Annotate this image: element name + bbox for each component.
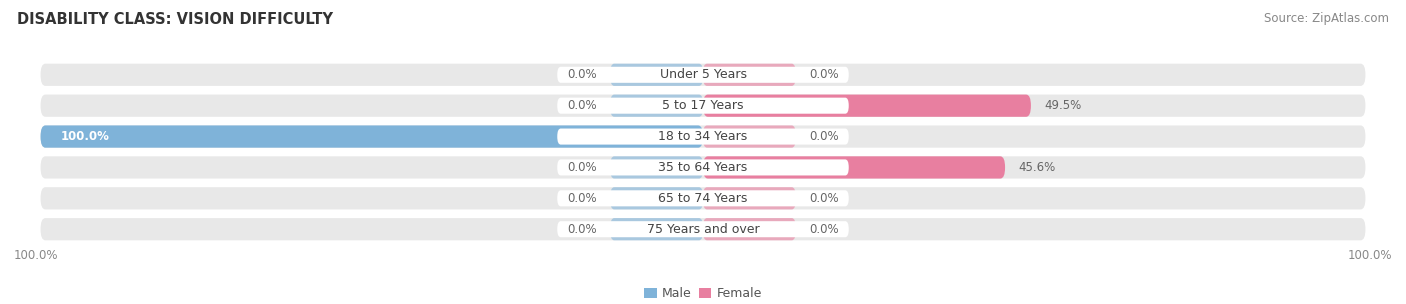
FancyBboxPatch shape xyxy=(610,64,703,86)
FancyBboxPatch shape xyxy=(41,126,703,148)
Text: 0.0%: 0.0% xyxy=(808,130,838,143)
Text: 49.5%: 49.5% xyxy=(1045,99,1081,112)
Text: 0.0%: 0.0% xyxy=(568,192,598,205)
FancyBboxPatch shape xyxy=(557,98,849,114)
FancyBboxPatch shape xyxy=(557,221,849,237)
FancyBboxPatch shape xyxy=(610,218,703,240)
Text: 65 to 74 Years: 65 to 74 Years xyxy=(658,192,748,205)
Text: DISABILITY CLASS: VISION DIFFICULTY: DISABILITY CLASS: VISION DIFFICULTY xyxy=(17,12,333,27)
Text: 0.0%: 0.0% xyxy=(568,99,598,112)
Text: 0.0%: 0.0% xyxy=(808,223,838,236)
Legend: Male, Female: Male, Female xyxy=(640,282,766,304)
FancyBboxPatch shape xyxy=(557,129,849,145)
Text: 0.0%: 0.0% xyxy=(568,223,598,236)
Text: 100.0%: 100.0% xyxy=(14,249,59,262)
FancyBboxPatch shape xyxy=(41,126,1365,148)
FancyBboxPatch shape xyxy=(703,218,796,240)
FancyBboxPatch shape xyxy=(703,64,796,86)
Text: Under 5 Years: Under 5 Years xyxy=(659,68,747,81)
Text: 0.0%: 0.0% xyxy=(568,161,598,174)
Text: 35 to 64 Years: 35 to 64 Years xyxy=(658,161,748,174)
FancyBboxPatch shape xyxy=(610,156,703,178)
FancyBboxPatch shape xyxy=(703,95,1031,117)
FancyBboxPatch shape xyxy=(703,187,796,209)
Text: 45.6%: 45.6% xyxy=(1018,161,1056,174)
Text: 0.0%: 0.0% xyxy=(808,68,838,81)
FancyBboxPatch shape xyxy=(610,95,703,117)
FancyBboxPatch shape xyxy=(610,187,703,209)
FancyBboxPatch shape xyxy=(557,67,849,83)
FancyBboxPatch shape xyxy=(41,95,1365,117)
Text: Source: ZipAtlas.com: Source: ZipAtlas.com xyxy=(1264,12,1389,25)
Text: 0.0%: 0.0% xyxy=(808,192,838,205)
Text: 100.0%: 100.0% xyxy=(1347,249,1392,262)
Text: 18 to 34 Years: 18 to 34 Years xyxy=(658,130,748,143)
FancyBboxPatch shape xyxy=(703,156,1005,178)
FancyBboxPatch shape xyxy=(557,190,849,206)
Text: 100.0%: 100.0% xyxy=(60,130,110,143)
FancyBboxPatch shape xyxy=(41,64,1365,86)
Text: 0.0%: 0.0% xyxy=(568,68,598,81)
Text: 5 to 17 Years: 5 to 17 Years xyxy=(662,99,744,112)
FancyBboxPatch shape xyxy=(41,156,1365,178)
FancyBboxPatch shape xyxy=(703,126,796,148)
FancyBboxPatch shape xyxy=(41,218,1365,240)
Text: 75 Years and over: 75 Years and over xyxy=(647,223,759,236)
FancyBboxPatch shape xyxy=(557,159,849,175)
FancyBboxPatch shape xyxy=(41,187,1365,209)
